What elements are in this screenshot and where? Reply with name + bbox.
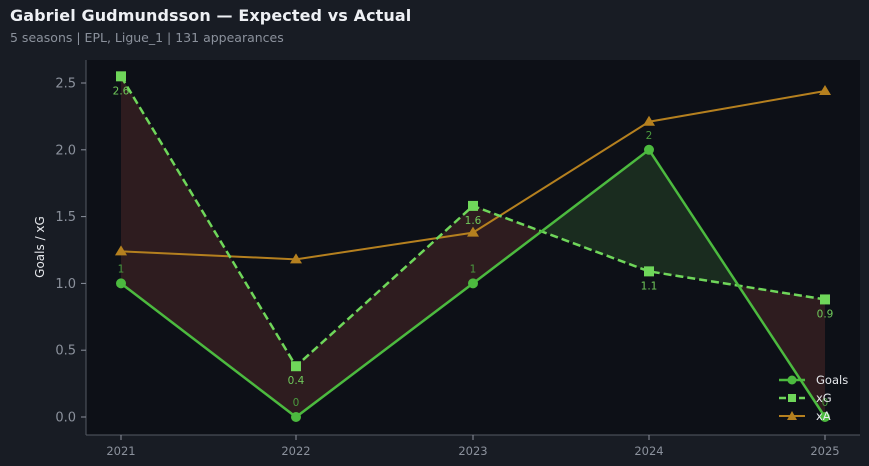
y-tick-label: 0.5 [55,344,76,359]
chart-title: Gabriel Gudmundsson — Expected vs Actual [10,6,412,25]
xa-point [115,245,127,256]
xg-value-label: 1.1 [641,280,658,292]
goals-value-label: 2 [646,130,653,142]
xa-point [290,253,302,264]
xg-value-label: 2.6 [113,85,130,97]
y-axis-label: Goals / xG [33,216,47,278]
goals-point [116,278,126,289]
data-labels: 1 0 1 2 0 2.6 0.4 1.6 1.1 0.9 [113,85,834,409]
xg-point [468,200,478,211]
x-tick-label: 2021 [106,444,135,458]
underperformance-region [121,76,296,417]
xg-value-label: 0.4 [288,375,305,387]
triangle-marker-icon [787,411,797,420]
goals-value-label: 0 [293,397,300,409]
square-marker-icon [788,394,796,402]
underperformance-region [473,205,542,284]
chart-subtitle: 5 seasons | EPL, Ligue_1 | 131 appearanc… [10,30,284,45]
xg-point [291,361,301,372]
x-tick-label: 2024 [634,444,663,458]
circle-marker-icon [787,375,797,385]
legend-item-xa: xA [779,409,831,423]
goals-point [291,412,301,422]
legend: Goals xG xA [779,373,848,423]
goals-value-label: 0 [822,397,829,409]
legend-item-goals: Goals [779,373,848,387]
svg-text:xA: xA [816,409,831,423]
xa-point [819,85,831,96]
xa-point [467,226,479,237]
goals-point [820,412,830,422]
goals-value-label: 1 [470,263,477,275]
svg-text:Goals: Goals [816,373,848,387]
y-axis-ticks: 0.0 0.5 1.0 1.5 2.0 2.5 [55,77,86,426]
xg-point [820,294,830,305]
y-tick-label: 1.5 [55,210,76,225]
underperformance-region [296,205,473,417]
xa-point [643,115,655,126]
x-axis-ticks: 2021 2022 2023 2024 2025 [106,435,840,458]
xg-value-label: 1.6 [465,215,482,227]
x-tick-label: 2025 [810,444,839,458]
y-tick-label: 1.0 [55,277,76,292]
xg-point [116,71,126,82]
goals-point [644,144,654,155]
y-tick-label: 2.5 [55,77,76,92]
goals-point [468,278,478,289]
legend-item-xg: xG [779,391,832,405]
goals-value-label: 1 [118,263,125,275]
x-tick-label: 2023 [458,444,487,458]
x-tick-label: 2022 [281,444,310,458]
xg-point [644,266,654,277]
xg-value-label: 0.9 [817,308,834,320]
y-tick-label: 0.0 [55,411,76,426]
series-lines [115,71,831,422]
svg-text:xG: xG [816,391,832,405]
y-tick-label: 2.0 [55,143,76,158]
